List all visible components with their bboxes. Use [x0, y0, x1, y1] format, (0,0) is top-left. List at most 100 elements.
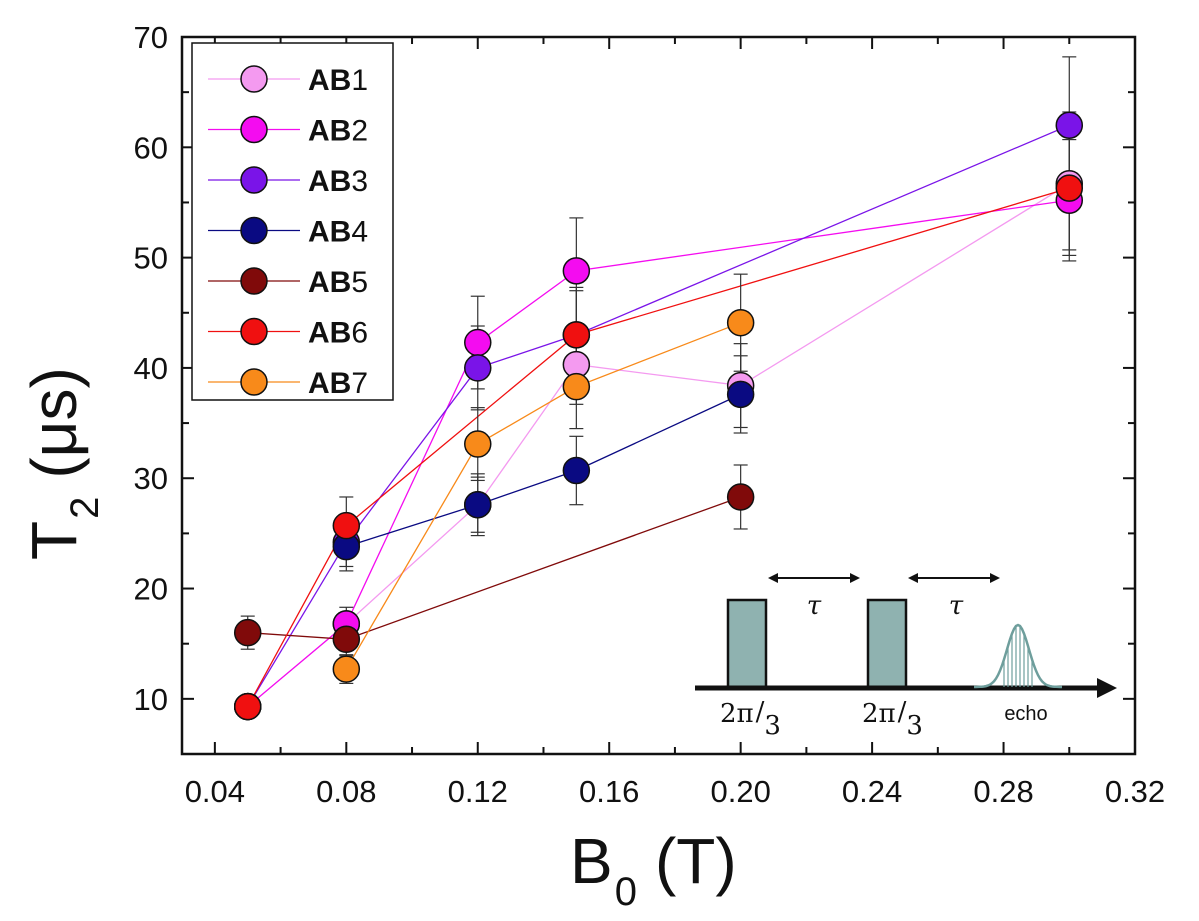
legend-box [191, 42, 394, 401]
y-tick-label: 20 [134, 572, 168, 607]
pulse-1-label-slash: / [756, 697, 765, 727]
y-axis-title-sub: 2 [63, 497, 107, 519]
delay-arrow-1-left-head [768, 573, 778, 583]
legend-label-num: 6 [351, 317, 368, 350]
x-tick-label: 0.32 [1105, 774, 1165, 809]
legend-marker-AB3 [240, 166, 268, 194]
legend-label-num: 2 [351, 115, 368, 148]
legend-label-AB1: AB1 [308, 64, 368, 97]
point-AB2 [464, 328, 492, 357]
pulse-2-label-den: 3 [906, 711, 923, 741]
series-line-AB5 [247, 496, 741, 640]
delay-arrow-2-right-head [990, 573, 1000, 583]
x-tick-label: 0.08 [316, 774, 376, 809]
series-line-AB7 [345, 322, 741, 670]
point-AB4 [726, 380, 755, 409]
delay-arrow-2-left-head [908, 573, 918, 583]
pulse-1-label-den: 3 [764, 711, 781, 741]
plot-frame [180, 35, 1137, 756]
pulse-2 [866, 598, 908, 690]
legend-marker-AB4 [240, 216, 268, 245]
y-tick-label: 10 [134, 682, 168, 717]
pulse-1-label: 2π/3 [720, 697, 781, 741]
x-tick-label: 0.20 [710, 774, 770, 809]
x-tick-label: 0.28 [973, 774, 1033, 809]
legend-label-bold: AB [308, 266, 351, 299]
time-axis-arrowhead [1097, 678, 1117, 698]
point-AB6 [233, 692, 262, 721]
echo-curve [974, 623, 1062, 689]
point-AB7 [562, 372, 591, 401]
point-AB3 [464, 354, 492, 382]
y-axis-title: T2 (μs) [18, 367, 107, 560]
legend-marker-AB7 [240, 368, 268, 396]
pulse-sequence-inset: τ τ 2π/3 2π/3 echo [695, 573, 1117, 741]
point-AB4 [464, 490, 492, 519]
legend-label-num: 4 [351, 216, 368, 249]
pulse-2-label-slash: / [898, 697, 907, 727]
point-AB7 [332, 655, 361, 683]
legend-label-bold: AB [308, 367, 351, 400]
delay-arrow-1-right-head [850, 573, 860, 583]
point-AB3 [1055, 111, 1084, 139]
y-axis-title-unit: (μs) [18, 367, 90, 479]
legend-label-bold: AB [308, 64, 351, 97]
point-AB4 [562, 456, 591, 485]
legend-label-num: 7 [351, 367, 368, 400]
point-AB7 [464, 430, 492, 458]
legend-label-bold: AB [308, 165, 351, 198]
y-tick-label: 70 [134, 20, 168, 55]
echo-signal [974, 623, 1062, 689]
pulse-1 [726, 598, 768, 690]
point-AB6 [332, 511, 361, 540]
legend-label-bold: AB [308, 216, 351, 249]
legend-label-AB7: AB7 [308, 367, 368, 400]
x-tick-label: 0.12 [448, 774, 508, 809]
legend-label-AB4: AB4 [308, 216, 368, 249]
echo-label: echo [1004, 703, 1047, 725]
x-axis-title-main: B [570, 825, 613, 897]
y-tick-label: 60 [134, 130, 168, 165]
point-AB2 [562, 257, 591, 285]
y-tick-label: 40 [134, 351, 168, 386]
x-tick-label: 0.04 [185, 774, 245, 809]
point-AB7 [726, 308, 755, 337]
point-AB5 [726, 483, 755, 511]
point-AB6 [562, 321, 591, 349]
legend-label-AB5: AB5 [308, 266, 368, 299]
y-axis-title-main: T [18, 521, 90, 560]
legend-marker-AB1 [240, 65, 268, 93]
legend-marker-AB2 [240, 115, 268, 144]
pulse-2-label: 2π/3 [862, 697, 923, 741]
legend-marker-AB5 [240, 267, 268, 295]
legend-label-AB2: AB2 [308, 115, 368, 148]
legend-label-num: 1 [351, 64, 368, 97]
legend-label-bold: AB [308, 115, 351, 148]
legend-label-bold: AB [308, 317, 351, 350]
axis-ticks: 0.04 0.08 0.12 0.16 0.20 0.24 0.28 0.32 10 20 30 40… [134, 20, 1166, 809]
legend-label-num: 5 [351, 266, 368, 299]
markers [233, 111, 1084, 721]
point-AB5 [233, 618, 262, 647]
series-layer [233, 56, 1084, 721]
delay-label-1: τ [807, 591, 822, 621]
pulse-1-label-num: 2π [720, 699, 754, 729]
series-lines [247, 124, 1070, 708]
series-line-AB4 [346, 393, 741, 548]
point-AB6 [1055, 174, 1084, 202]
legend-label-AB6: AB6 [308, 317, 368, 350]
legend-label-AB3: AB3 [308, 165, 368, 198]
x-tick-label: 0.16 [579, 774, 639, 809]
legend-label-num: 3 [351, 165, 368, 198]
x-tick-label: 0.24 [842, 774, 902, 809]
pulse-2-label-num: 2π [862, 699, 896, 729]
point-AB5 [332, 625, 361, 654]
x-axis-title-sub: 0 [615, 870, 637, 914]
x-axis-title-unit: (T) [655, 825, 737, 897]
legend-marker-AB6 [240, 317, 268, 346]
y-tick-label: 30 [134, 461, 168, 496]
delay-label-2: τ [949, 591, 964, 621]
x-axis-title: B0 (T) [570, 825, 737, 914]
